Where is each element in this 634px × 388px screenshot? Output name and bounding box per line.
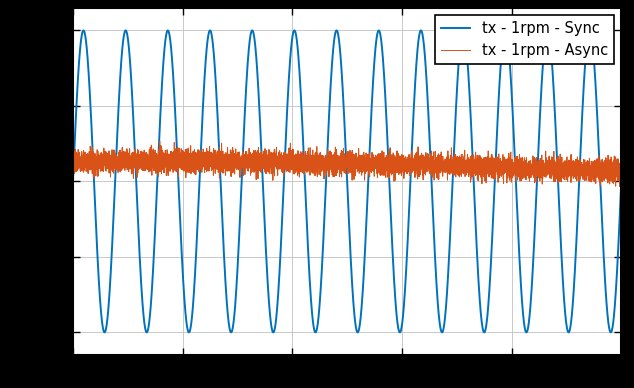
tx - 1rpm - Sync [618, 179, 625, 184]
tx - 1rpm - Async [616, 184, 624, 189]
tx - 1rpm - Sync [279, 208, 287, 212]
tx - 1rpm - Async [102, 149, 110, 154]
Line: tx - 1rpm - Sync: tx - 1rpm - Sync [73, 30, 621, 333]
tx - 1rpm - Sync [228, 330, 235, 335]
tx - 1rpm - Async [69, 150, 77, 155]
tx - 1rpm - Async [337, 156, 345, 160]
tx - 1rpm - Sync [521, 320, 528, 325]
tx - 1rpm - Async [92, 160, 100, 165]
tx - 1rpm - Async [588, 167, 596, 172]
tx - 1rpm - Sync [169, 64, 176, 68]
tx - 1rpm - Sync [459, 28, 467, 33]
tx - 1rpm - Sync [69, 179, 77, 184]
Legend: tx - 1rpm - Sync, tx - 1rpm - Async: tx - 1rpm - Sync, tx - 1rpm - Async [436, 15, 614, 64]
Line: tx - 1rpm - Async: tx - 1rpm - Async [73, 141, 621, 187]
tx - 1rpm - Sync [398, 323, 406, 327]
tx - 1rpm - Async [177, 154, 184, 158]
tx - 1rpm - Async [618, 176, 625, 180]
tx - 1rpm - Sync [479, 324, 486, 329]
tx - 1rpm - Async [72, 169, 79, 173]
tx - 1rpm - Sync [426, 139, 434, 143]
tx - 1rpm - Async [156, 139, 164, 144]
